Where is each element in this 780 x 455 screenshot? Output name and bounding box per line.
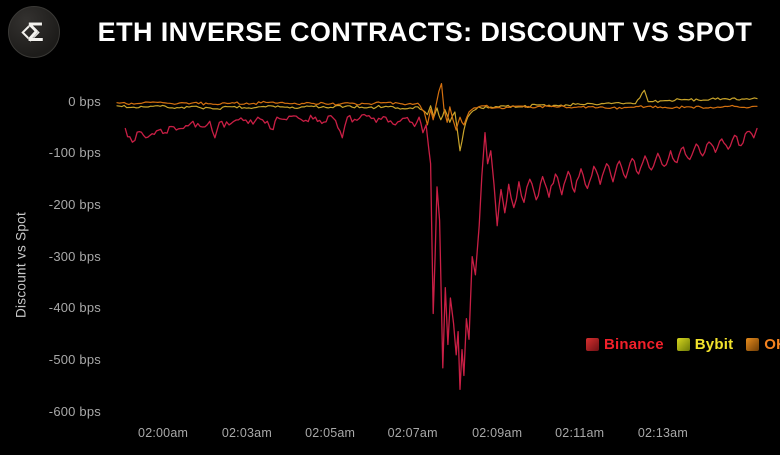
y-tick-label: 0 bps [68,93,101,109]
y-tick-label: -600 bps [48,403,101,419]
legend-item-okx: OKX [746,336,780,353]
plot-area [116,81,758,422]
sigma-logo: Σ [8,6,60,58]
legend-item-bybit: Bybit [676,336,734,353]
y-tick-label: -500 bps [48,352,101,367]
legend-label: Binance [604,336,664,353]
chart-title: ETH INVERSE CONTRACTS: DISCOUNT VS SPOT [97,17,753,47]
y-axis-tick-labels: 0 bps -100 bps -200 bps -300 bps -400 bps -50… [0,0,101,455]
x-tick-label: 02:00am [138,426,189,440]
legend-item-binance: Binance [586,336,664,353]
series-line-bybit [116,89,758,152]
legend-swatch-icon [746,338,760,351]
x-tick-label: 02:05am [305,426,356,440]
series-line-binance [124,113,758,391]
x-tick-label: 02:07am [387,426,438,440]
y-tick-label: -100 bps [48,145,101,161]
x-tick-label: 02:13am [637,426,688,440]
x-axis-tick-labels: 02:00am 02:03am 02:05am 02:07am 02:09am 02:11… [117,426,757,442]
y-tick-label: -400 bps [48,300,101,316]
legend-swatch-icon [586,338,599,351]
series-line-okx [116,82,758,131]
y-tick-label: -200 bps [48,197,101,212]
legend-swatch-icon [676,338,690,351]
legend-label: OKX [764,336,780,353]
x-tick-label: 02:11am [555,426,605,440]
x-tick-label: 02:03am [221,426,272,440]
y-tick-label: -300 bps [48,248,101,264]
legend: Binance Bybit OKX [586,336,780,353]
x-tick-label: 02:09am [472,426,523,440]
logo-sigma-icon: Σ [27,16,44,47]
legend-label: Bybit [694,336,734,353]
chart-canvas [116,82,758,391]
